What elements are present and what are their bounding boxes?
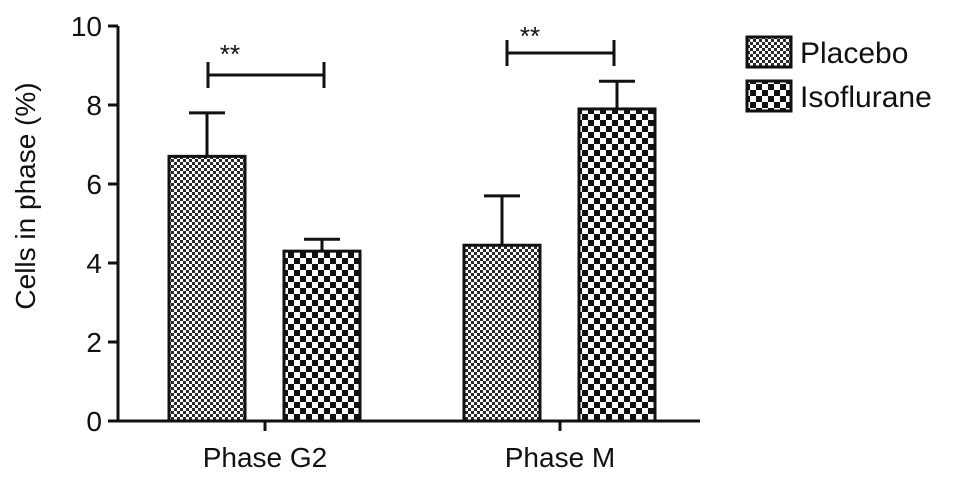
y-tick-label: 10 [71, 11, 102, 42]
legend-label-isoflurane: Isoflurane [800, 81, 932, 114]
bar-isoflurane-1 [577, 107, 657, 423]
legend-swatch-placebo [745, 35, 793, 69]
y-tick-label: 8 [86, 90, 102, 121]
bar-placebo-0 [167, 154, 247, 423]
bars [167, 107, 657, 423]
bar-placebo-1 [462, 243, 542, 423]
axes: 0 2 4 6 8 10 Phase G2 Phase M [71, 11, 700, 473]
y-tick-label: 6 [86, 169, 102, 200]
y-tick-label: 4 [86, 248, 102, 279]
error-bars [189, 79, 635, 252]
y-tick-label: 2 [86, 327, 102, 358]
y-axis-label: Cells in phase (%) [10, 82, 41, 309]
bar-isoflurane-0 [282, 249, 362, 423]
legend-label-placebo: Placebo [800, 37, 908, 70]
legend: Placebo Isoflurane [745, 35, 932, 114]
significance-brackets: ** ** [206, 21, 616, 88]
significance-label: ** [520, 21, 540, 51]
x-tick-label: Phase G2 [203, 442, 328, 473]
significance-label: ** [220, 39, 240, 69]
x-tick-label: Phase M [505, 442, 616, 473]
y-tick-label: 0 [86, 406, 102, 437]
legend-swatch-isoflurane [745, 79, 793, 113]
